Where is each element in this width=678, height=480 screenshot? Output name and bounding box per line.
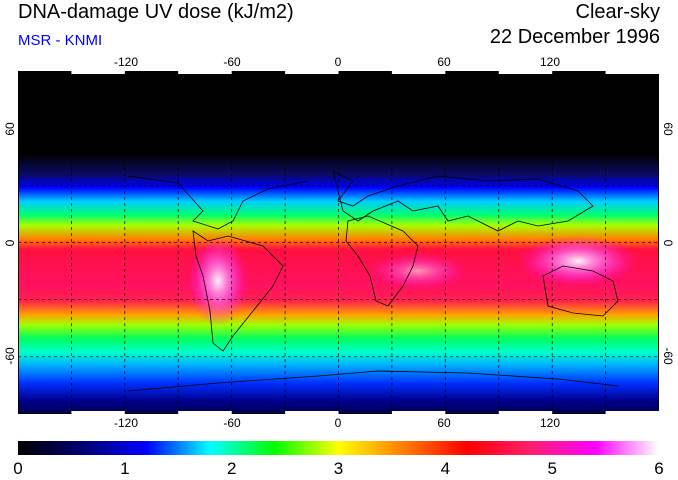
- lon-label-bottom: 0: [334, 416, 342, 430]
- lat-label-right: 0: [661, 239, 675, 247]
- map-title: DNA-damage UV dose (kJ/m2): [18, 1, 294, 23]
- lat-label-left: 60: [3, 122, 17, 136]
- lat-label-left: -60: [3, 347, 17, 365]
- lon-label-bottom: 120: [539, 416, 561, 430]
- lat-label-right: 60: [661, 122, 675, 136]
- lon-label-top: -120: [113, 55, 139, 69]
- colorbar-tick-label: 2: [226, 459, 237, 478]
- lon-label-top: -60: [223, 55, 241, 69]
- coastlines: [127, 170, 619, 392]
- lon-label-top: 0: [334, 55, 342, 69]
- colorbar-tick-label: 0: [13, 459, 23, 478]
- lon-label-bottom: -120: [113, 416, 139, 430]
- map-frame: [18, 71, 659, 414]
- andes-high-dose: [188, 236, 248, 326]
- uv-dose-map: [18, 71, 659, 414]
- lon-label-bottom: -60: [223, 416, 241, 430]
- source-label: MSR - KNMI: [18, 32, 103, 49]
- lat-label-left: 0: [3, 239, 17, 247]
- colorbar-tick-label: 1: [120, 459, 130, 478]
- date-label: 22 December 1996: [489, 26, 660, 48]
- lon-label-bottom: 60: [437, 416, 451, 430]
- colorbar-tick-label: 3: [333, 459, 344, 478]
- sky-condition-label: Clear-sky: [575, 1, 660, 23]
- colorbar-tick-label: 5: [547, 459, 557, 478]
- lon-label-top: 120: [539, 55, 561, 69]
- graticule: [18, 71, 659, 414]
- africa-high-dose: [368, 253, 468, 289]
- colorbar-tick-label: 4: [440, 459, 451, 478]
- colorbar-tick-label: 6: [654, 459, 664, 478]
- lon-label-top: 60: [437, 55, 451, 69]
- colorbar: [18, 441, 659, 455]
- colorbar-gradient: [18, 441, 659, 455]
- lat-label-right: -60: [661, 347, 675, 365]
- australia-high-dose: [518, 236, 638, 286]
